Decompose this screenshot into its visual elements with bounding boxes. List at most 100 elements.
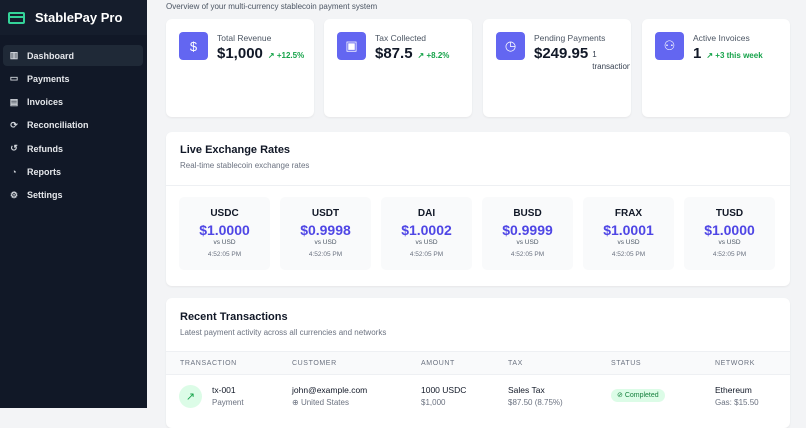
rate-vs: vs USD xyxy=(718,239,741,246)
column-header: AMOUNT xyxy=(421,360,455,367)
clock-icon: ◷ xyxy=(496,32,525,60)
rate-rate: $0.9999 xyxy=(502,222,553,238)
stat-change-text: +12.5% xyxy=(276,51,305,60)
network: Ethereum xyxy=(715,385,752,395)
dollar-icon: $ xyxy=(179,32,208,60)
rate-time: 4:52:05 PM xyxy=(308,251,343,258)
rate-tile-usdc: USDC $1.0000 vs USD 4:52:05 PM xyxy=(179,197,270,270)
rate-tile-tusd: TUSD $1.0000 vs USD 4:52:05 PM xyxy=(684,197,775,270)
sidebar: StablePay Pro ▥ Dashboard ▭ Payments ▤ Invo… xyxy=(0,0,147,408)
transaction-type: Payment xyxy=(212,398,244,407)
stat-value-text: $249.95 xyxy=(534,45,589,62)
rate-rate: $1.0000 xyxy=(704,222,755,238)
rate-time: 4:52:05 PM xyxy=(409,251,444,258)
stat-value: 1 ↗ +3 this week xyxy=(693,45,763,62)
arrow-up-right-icon: ↗ xyxy=(179,385,202,408)
rate-rate: $0.9998 xyxy=(300,222,351,238)
gear-icon: ⚙ xyxy=(9,189,19,200)
column-header: TRANSACTION xyxy=(180,360,237,367)
sidebar-item-label: Dashboard xyxy=(27,50,75,61)
customer-email: john@example.com xyxy=(292,385,368,395)
stat-change-text: +3 this week xyxy=(715,51,763,60)
credit-card-icon: ▭ xyxy=(9,73,19,84)
card-subtitle: Real-time stablecoin exchange rates xyxy=(180,161,310,170)
rate-vs: vs USD xyxy=(415,239,438,246)
amount-usd: $1,000 xyxy=(421,398,446,407)
stat-change: ↗ +3 this week xyxy=(706,51,763,60)
wallet-icon xyxy=(8,11,25,24)
sidebar-item-invoices[interactable]: ▤ Invoices xyxy=(3,92,143,113)
rate-time: 4:52:05 PM xyxy=(611,251,646,258)
card-title: Live Exchange Rates xyxy=(180,144,291,156)
stat-value: $1,000 ↗ +12.5% xyxy=(217,45,304,62)
logo[interactable]: StablePay Pro xyxy=(0,0,147,35)
bar-chart-icon: ▥ xyxy=(9,50,19,60)
users-icon: ⚇ xyxy=(655,32,684,60)
sidebar-item-label: Refunds xyxy=(27,143,63,154)
rate-vs: vs USD xyxy=(213,239,236,246)
stat-card-tax-collected: ▣ Tax Collected $87.5 ↗ +8.2% xyxy=(324,19,472,117)
rate-symbol: USDC xyxy=(210,208,239,219)
sidebar-item-label: Invoices xyxy=(27,97,64,108)
rate-tile-dai: DAI $1.0002 vs USD 4:52:05 PM xyxy=(381,197,472,270)
table-header: TRANSACTION CUSTOMER AMOUNT TAX STATUS N… xyxy=(166,351,790,375)
rate-vs: vs USD xyxy=(617,239,640,246)
sidebar-item-refunds[interactable]: ↺ Refunds xyxy=(3,138,143,159)
sidebar-item-dashboard[interactable]: ▥ Dashboard xyxy=(3,45,143,66)
app-name: StablePay Pro xyxy=(35,10,123,25)
card-title: Recent Transactions xyxy=(180,311,288,323)
stat-card-active-invoices: ⚇ Active Invoices 1 ↗ +3 this week xyxy=(642,19,790,117)
page-subtitle: Overview of your multi-currency stableco… xyxy=(166,2,378,11)
column-header: NETWORK xyxy=(715,360,755,367)
stat-change-text: +8.2% xyxy=(426,51,450,60)
pie-chart-icon: ◔ xyxy=(11,166,17,177)
country-text: United States xyxy=(300,398,349,407)
card-subtitle: Latest payment activity across all curre… xyxy=(180,328,387,337)
column-header: TAX xyxy=(508,360,523,367)
refresh-icon: ⟳ xyxy=(10,119,18,130)
rate-rate: $1.0002 xyxy=(401,222,452,238)
rate-symbol: DAI xyxy=(417,208,436,219)
rate-vs: vs USD xyxy=(516,239,539,246)
rate-time: 4:52:05 PM xyxy=(510,251,545,258)
file-icon: ▤ xyxy=(9,96,19,107)
stat-value-text: 1 xyxy=(693,45,702,62)
stat-change: ↗ +8.2% xyxy=(417,51,450,60)
status-text: Completed xyxy=(624,392,659,399)
check-circle-icon: ⊘ xyxy=(617,392,625,399)
tax-detail: $87.50 (8.75%) xyxy=(508,398,563,407)
stat-value-text: $87.5 xyxy=(375,45,413,62)
divider xyxy=(166,185,790,186)
sidebar-item-reconciliation[interactable]: ⟳ Reconciliation xyxy=(3,115,143,136)
stat-label: Pending Payments xyxy=(534,33,606,43)
rate-rate: $1.0000 xyxy=(199,222,250,238)
column-header: STATUS xyxy=(611,360,642,367)
tax-type: Sales Tax xyxy=(508,385,545,395)
stat-value: $87.5 ↗ +8.2% xyxy=(375,45,449,62)
sidebar-item-label: Settings xyxy=(27,190,63,201)
recent-transactions-card: Recent Transactions Latest payment activ… xyxy=(166,298,790,428)
sidebar-item-reports[interactable]: ◔ Reports xyxy=(3,161,143,182)
rate-rate: $1.0001 xyxy=(603,222,654,238)
sidebar-item-label: Payments xyxy=(27,73,70,84)
transaction-id: tx-001 xyxy=(212,385,236,395)
stat-note: 1 transactions xyxy=(592,50,631,71)
rate-vs: vs USD xyxy=(314,239,337,246)
sidebar-nav: ▥ Dashboard ▭ Payments ▤ Invoices ⟳ Reconcil… xyxy=(0,35,147,206)
rate-symbol: TUSD xyxy=(715,208,744,219)
stat-card-total-revenue: $ Total Revenue $1,000 ↗ +12.5% xyxy=(166,19,314,117)
stat-label: Active Invoices xyxy=(693,33,750,43)
rotate-ccw-icon: ↺ xyxy=(10,143,18,154)
rate-tile-frax: FRAX $1.0001 vs USD 4:52:05 PM xyxy=(583,197,674,270)
sidebar-item-settings[interactable]: ⚙ Settings xyxy=(3,185,143,206)
amount: 1000 USDC xyxy=(421,385,467,395)
stat-label: Tax Collected xyxy=(375,33,427,43)
stat-label: Total Revenue xyxy=(217,33,272,43)
gas-fee: Gas: $15.50 xyxy=(715,398,759,407)
column-header: CUSTOMER xyxy=(292,360,337,367)
sidebar-item-label: Reconciliation xyxy=(27,120,89,131)
sidebar-item-payments[interactable]: ▭ Payments xyxy=(3,68,143,89)
stat-value: $249.951 transactions xyxy=(534,45,630,73)
exchange-rates-card: Live Exchange Rates Real-time stablecoin… xyxy=(166,132,790,286)
rate-symbol: FRAX xyxy=(614,208,643,219)
